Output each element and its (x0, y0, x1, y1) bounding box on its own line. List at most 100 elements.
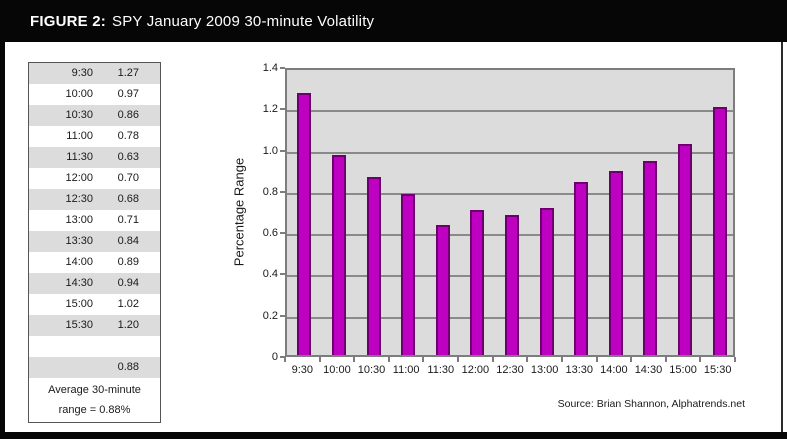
bar (331, 155, 346, 355)
x-tick-mark (387, 357, 390, 362)
table-cell-value (93, 336, 160, 357)
table-row: 14:00 0.89 (29, 252, 160, 273)
plot-area (285, 68, 735, 357)
table-row: 10:00 0.97 (29, 84, 160, 105)
table-cell-value: 1.20 (117, 319, 139, 331)
y-tick-label: 0.4 (262, 268, 278, 281)
table-row: 13:30 0.84 (29, 231, 160, 252)
table-row: 11:30 0.63 (29, 147, 160, 168)
x-tick-mark (457, 357, 460, 362)
table-cell-time: 12:30 (65, 193, 93, 205)
table-cell-time: 14:30 (65, 277, 93, 289)
bar (643, 161, 658, 355)
x-tick-label: 12:00 (461, 364, 490, 376)
figure-header: FIGURE 2: SPY January 2009 30-minute Vol… (0, 0, 787, 42)
table-row: 15:30 1.20 (29, 315, 160, 336)
y-tick-mark (280, 273, 285, 276)
bar (574, 182, 589, 355)
table-cell-time: 10:30 (65, 109, 93, 121)
y-tick-label: 0 (271, 351, 278, 363)
table-row: 13:00 0.71 (29, 210, 160, 231)
table-cell-time: 11:00 (66, 130, 93, 142)
y-tick-mark (280, 190, 285, 193)
table-cell-time (29, 357, 93, 378)
table-row: 0.88 (29, 357, 160, 378)
x-tick-mark (491, 357, 494, 362)
x-tick-label: 15:00 (669, 364, 697, 376)
table-row (29, 336, 160, 357)
x-tick-mark (630, 357, 633, 362)
table-cell-value: 0.97 (117, 88, 139, 100)
x-tick-label: 9:30 (291, 364, 313, 376)
x-tick-label: 13:30 (565, 364, 593, 376)
x-tick-mark (353, 357, 356, 362)
table-cell-value: 1.02 (117, 298, 139, 310)
table-row: 10:30 0.86 (29, 105, 160, 126)
source-note: Source: Brian Shannon, Alphatrends.net (557, 398, 745, 410)
grid-line (287, 151, 733, 154)
x-tick-mark (699, 357, 702, 362)
frame-bottom-border (0, 432, 787, 439)
x-tick-mark (595, 357, 598, 362)
bar (297, 93, 312, 355)
y-tick-label: 0.8 (262, 185, 278, 198)
x-tick-label: 15:30 (703, 364, 732, 376)
table-cell-value: 0.70 (117, 172, 139, 184)
bar (678, 144, 693, 355)
x-tick-label: 11:30 (427, 364, 455, 376)
volatility-table-rows: 9:30 1.27 10:00 0.97 10:30 0.86 11:00 0.78 11:30… (29, 63, 160, 378)
volatility-table: 9:30 1.27 10:00 0.97 10:30 0.86 11:00 0.78 11:30… (28, 62, 161, 423)
table-cell-time: 15:30 (65, 319, 93, 331)
bar (608, 171, 623, 355)
table-cell-time: 9:30 (71, 67, 93, 79)
table-cell-time: 12:00 (65, 172, 93, 184)
table-cell-value: 0.86 (117, 109, 139, 121)
table-row: 11:00 0.78 (29, 126, 160, 147)
table-summary-line1: Average 30-minute (48, 384, 141, 396)
x-tick-mark (284, 357, 286, 362)
table-cell-value: 0.71 (117, 214, 139, 226)
x-tick-label: 13:00 (530, 364, 559, 376)
table-summary-line2: range = 0.88% (58, 404, 131, 416)
table-cell-time: 13:00 (65, 214, 93, 226)
x-tick-label: 12:30 (496, 364, 524, 376)
x-tick-label: 10:30 (357, 364, 386, 376)
table-cell-value: 0.94 (117, 277, 139, 289)
x-tick-label: 14:00 (600, 364, 628, 376)
bar (401, 194, 416, 355)
x-tick-label: 11:00 (392, 364, 420, 376)
y-tick-label: 0.2 (262, 309, 278, 322)
y-axis-title: Percentage Range (231, 157, 247, 267)
table-cell-value: 0.88 (117, 361, 139, 373)
y-tick-label: 1.2 (262, 103, 278, 116)
bar (539, 208, 554, 355)
bar (712, 107, 727, 355)
y-tick-mark (280, 67, 285, 69)
table-row: 15:00 1.02 (29, 294, 160, 315)
x-tick-mark (734, 357, 736, 362)
table-cell-time: 14:00 (65, 256, 93, 268)
table-row: 9:30 1.27 (29, 63, 160, 84)
frame-right-border (781, 42, 783, 432)
y-tick-mark (280, 232, 285, 235)
figure-title: SPY January 2009 30-minute Volatility (111, 12, 375, 30)
y-tick-mark (280, 108, 285, 111)
table-cell-time: 15:00 (65, 298, 93, 310)
table-row: 12:30 0.68 (29, 189, 160, 210)
grid-line (287, 192, 733, 195)
y-tick-label: 1.4 (262, 62, 278, 74)
x-tick-label: 10:00 (323, 364, 351, 376)
table-cell-value: 0.78 (117, 130, 139, 142)
table-cell-time: 10:00 (65, 88, 93, 100)
table-summary: Average 30-minute range = 0.88% (29, 378, 160, 422)
bar (366, 177, 381, 355)
bar (435, 225, 450, 355)
x-tick-label: 14:30 (634, 364, 663, 376)
table-cell-time: 11:30 (66, 151, 93, 163)
y-tick-label: 0.6 (262, 227, 278, 240)
x-tick-mark (526, 357, 529, 362)
grid-line (287, 110, 733, 113)
table-cell-time: 13:30 (65, 235, 93, 247)
table-cell-value: 0.63 (117, 151, 139, 163)
